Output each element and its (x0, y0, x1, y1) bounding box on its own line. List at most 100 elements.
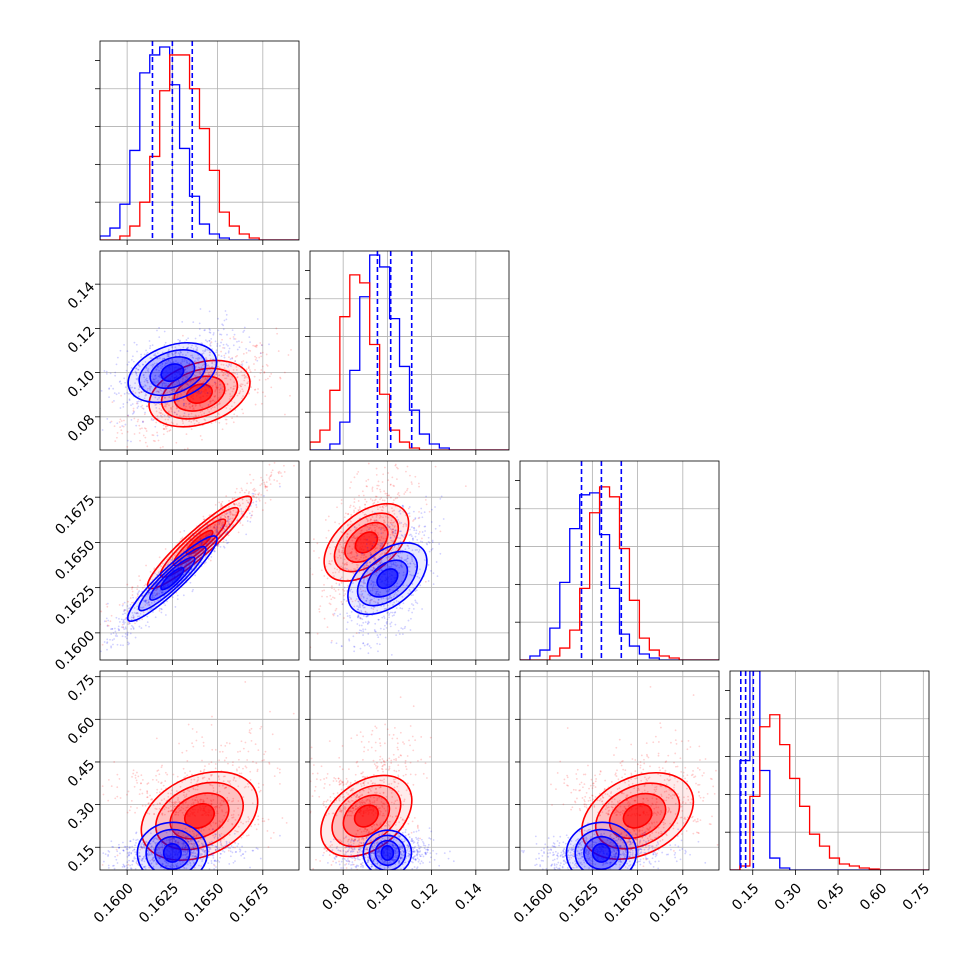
sample-point (181, 536, 184, 539)
sample-point (174, 811, 177, 814)
sample-point (222, 525, 225, 527)
sample-point (226, 742, 228, 744)
sample-point (407, 592, 410, 595)
sample-point (166, 353, 169, 356)
sample-point (141, 407, 144, 410)
sample-point (246, 505, 248, 508)
sample-point (163, 330, 166, 333)
sample-point (199, 308, 202, 310)
sample-point (362, 569, 365, 572)
sample-point (130, 440, 132, 443)
sample-point (391, 532, 394, 535)
sample-point (133, 433, 136, 435)
sample-point (116, 356, 119, 359)
sample-point (208, 373, 211, 376)
sample-point (123, 623, 125, 625)
sample-point (393, 585, 396, 587)
sample-point (188, 566, 191, 569)
sample-point (216, 544, 219, 547)
sample-point (175, 811, 178, 814)
sample-point (396, 534, 398, 537)
sample-point (214, 394, 217, 397)
sample-point (140, 782, 142, 785)
sample-point (264, 750, 267, 753)
sample-point (223, 347, 226, 349)
sample-point (379, 506, 382, 509)
sample-point (185, 376, 188, 379)
sample-point (219, 521, 221, 523)
sample-point (128, 809, 131, 812)
sample-point (159, 472, 161, 474)
sample-point (374, 524, 377, 527)
sample-point (246, 520, 249, 522)
sample-point (162, 391, 165, 393)
sample-point (353, 650, 356, 653)
sample-point (188, 362, 191, 365)
sample-point (215, 531, 218, 534)
sample-point (193, 866, 196, 869)
sample-point (193, 835, 195, 837)
sample-point (138, 793, 141, 796)
sample-point (384, 457, 386, 459)
sample-point (376, 634, 379, 637)
sample-point (301, 630, 303, 632)
sample-point (239, 504, 242, 506)
sample-point (225, 343, 228, 346)
sample-point (186, 351, 189, 354)
sample-point (383, 529, 386, 532)
sample-point (165, 384, 167, 386)
sample-point (197, 361, 200, 364)
sample-point (177, 478, 179, 480)
sample-point (371, 569, 374, 572)
sample-point (383, 617, 386, 619)
sample-point (248, 729, 251, 732)
sample-point (167, 382, 170, 385)
sample-point (355, 598, 358, 600)
sample-point (173, 389, 176, 392)
sample-point (203, 378, 206, 381)
sample-point (353, 542, 355, 545)
sample-point (229, 393, 231, 395)
sample-point (210, 555, 213, 558)
sample-point (182, 346, 185, 349)
sample-point (341, 551, 344, 554)
sample-point (140, 356, 143, 358)
sample-point (338, 522, 341, 525)
sample-point (162, 427, 165, 430)
sample-point (377, 508, 379, 511)
sample-point (347, 513, 350, 515)
sample-point (191, 405, 194, 408)
sample-point (393, 546, 396, 549)
sample-point (359, 617, 362, 620)
sample-point (248, 722, 251, 725)
sample-point (353, 567, 355, 570)
sample-point (199, 380, 201, 382)
sample-point (365, 562, 368, 565)
sample-point (184, 776, 187, 778)
sample-point (121, 626, 123, 629)
sample-point (365, 556, 368, 558)
sample-point (185, 347, 188, 350)
sample-point (220, 502, 223, 505)
sample-point (234, 372, 237, 375)
sample-point (229, 358, 232, 360)
sample-point (199, 770, 202, 772)
sample-point (386, 542, 388, 545)
density-layer (301, 457, 467, 656)
sample-point (396, 594, 398, 596)
sample-point (194, 374, 197, 377)
sample-point (158, 848, 161, 851)
sample-point (208, 354, 211, 356)
sample-point (195, 561, 198, 564)
sample-point (393, 509, 395, 512)
sample-point (171, 809, 174, 812)
sample-point (221, 370, 224, 373)
sample-point (191, 803, 193, 806)
sample-point (380, 509, 383, 511)
sample-point (190, 428, 193, 431)
sample-point (217, 545, 220, 547)
sample-point (235, 369, 238, 371)
sample-point (244, 376, 247, 379)
sample-point (212, 543, 215, 546)
sample-point (129, 632, 132, 635)
